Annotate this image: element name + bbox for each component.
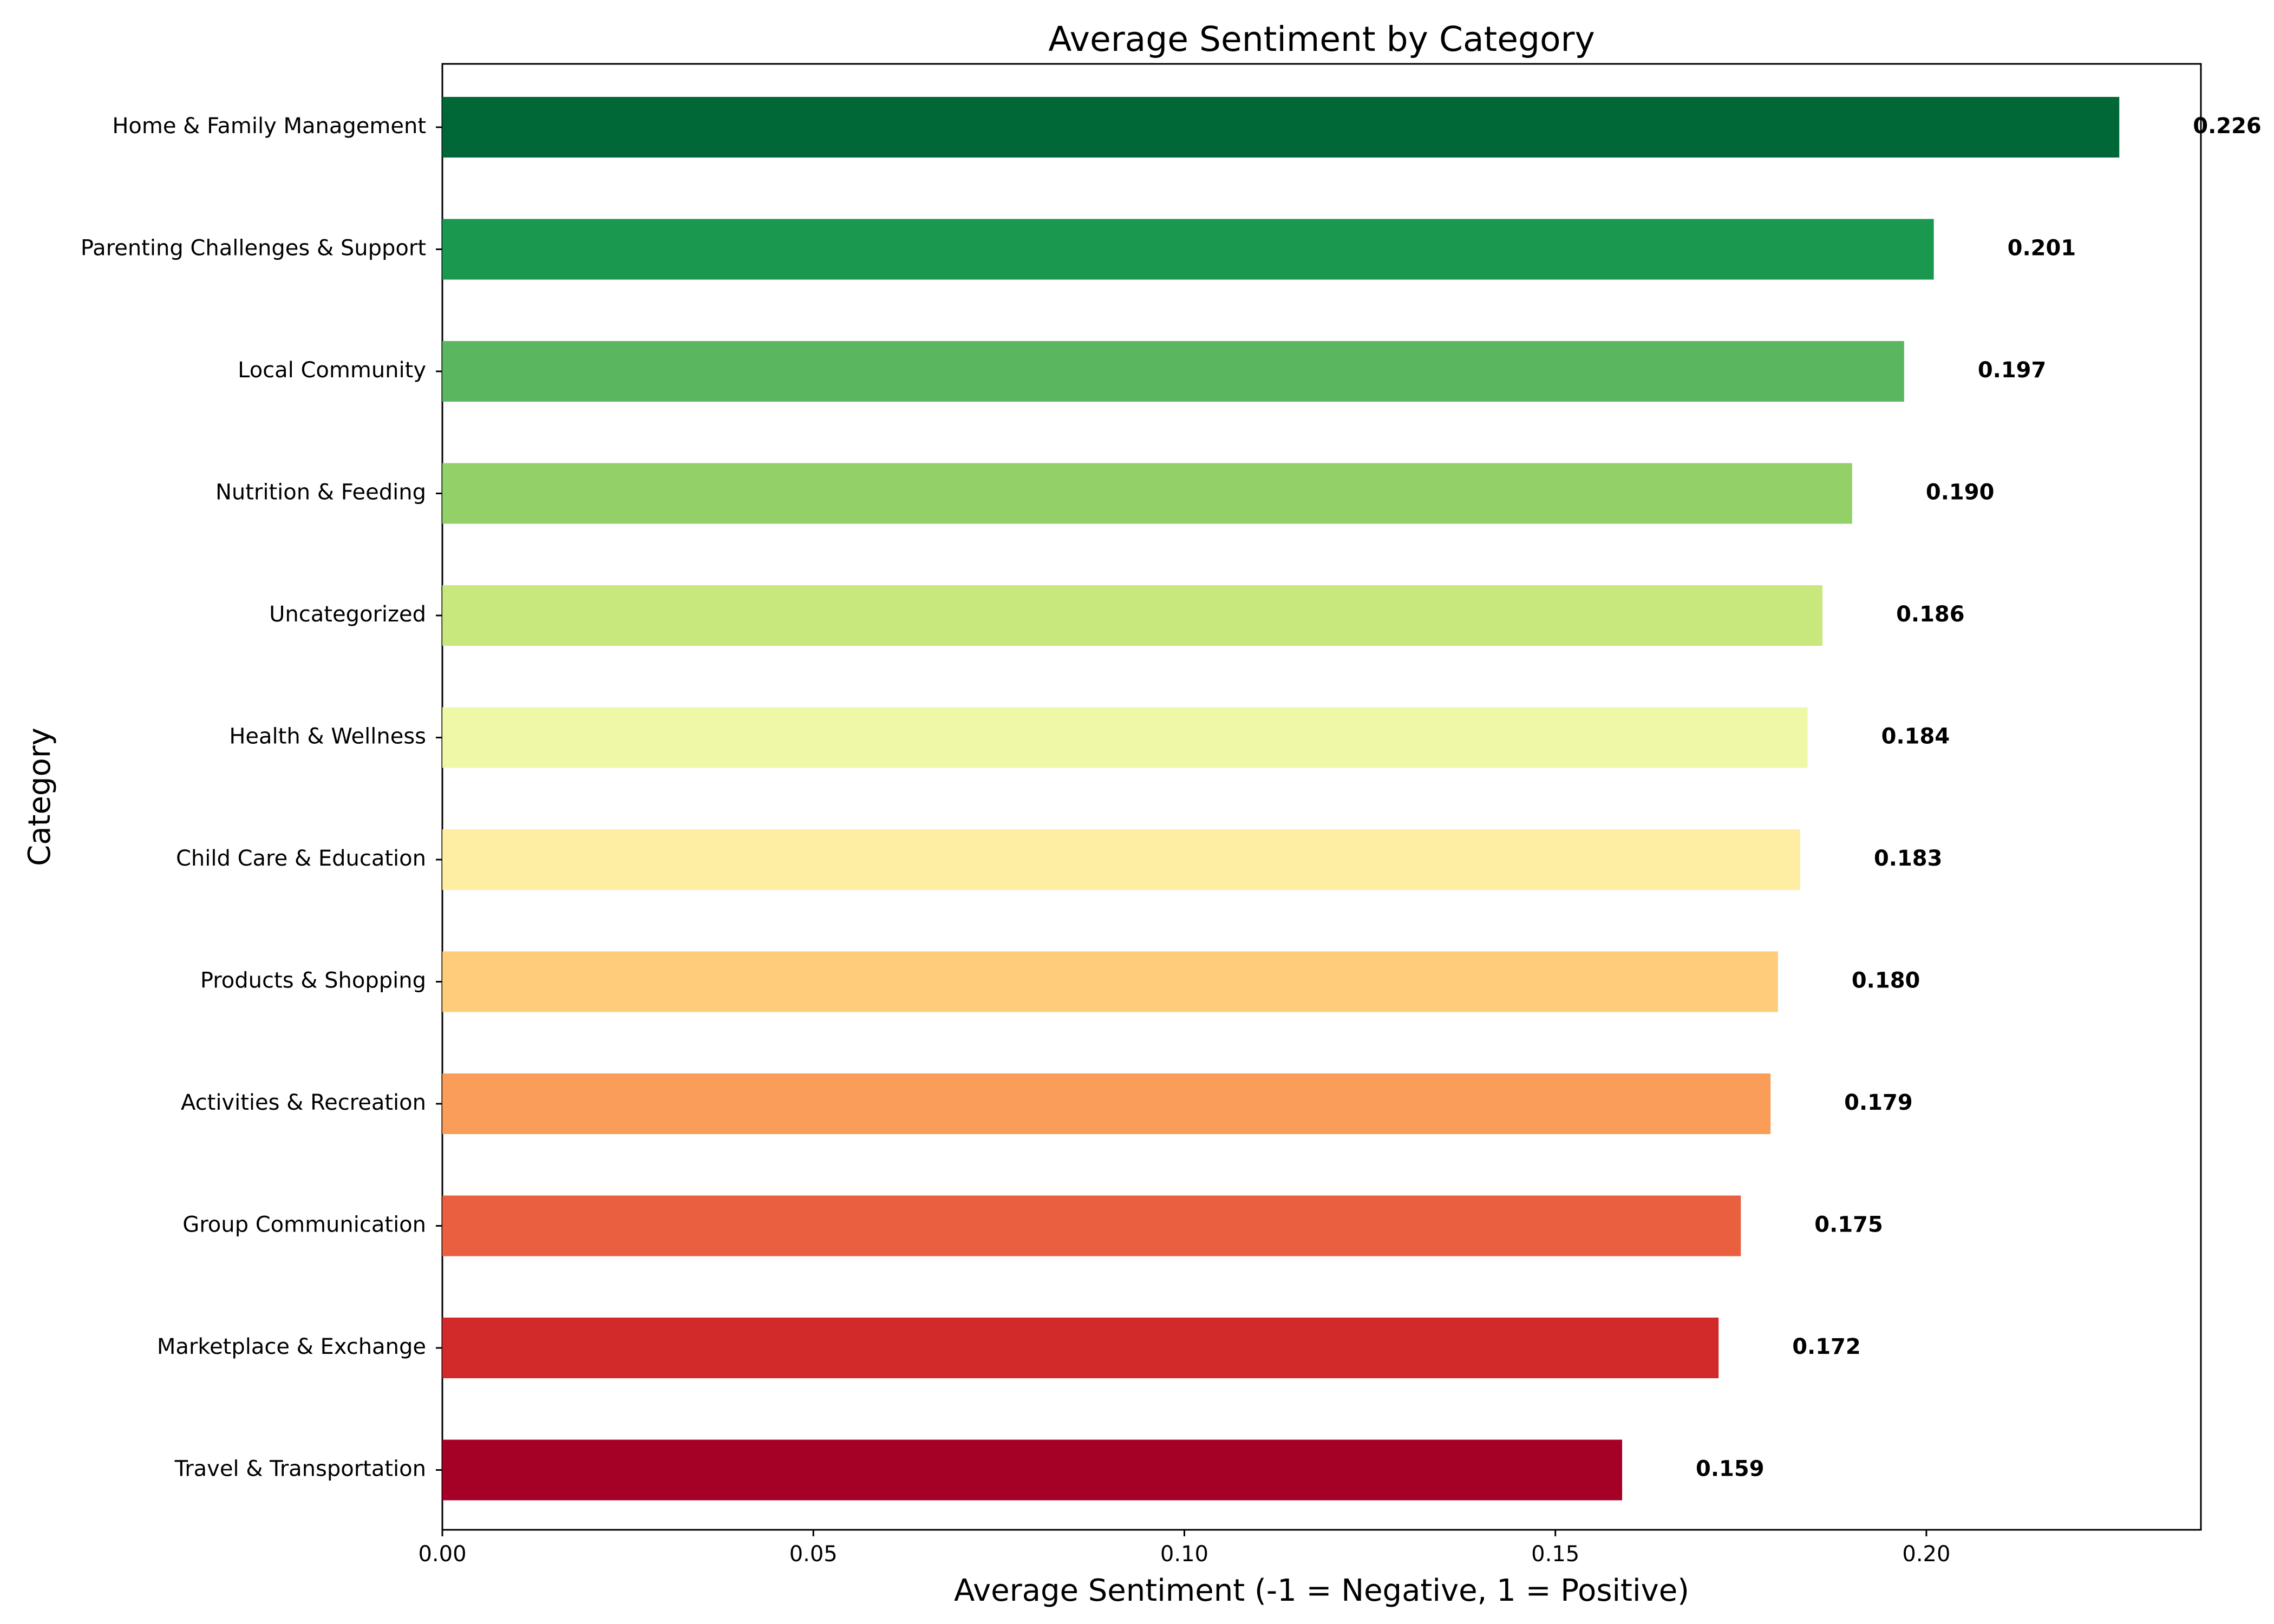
y-tick-label: Nutrition & Feeding	[215, 480, 426, 505]
bar	[442, 219, 1934, 280]
y-tick-label: Parenting Challenges & Support	[81, 236, 426, 261]
bar-value-label: 0.159	[1696, 1457, 1765, 1482]
bar-value-label: 0.183	[1874, 846, 1943, 871]
y-axis-label: Category	[22, 728, 57, 866]
bar	[442, 585, 1823, 646]
bar	[442, 1439, 1623, 1501]
bar	[442, 463, 1852, 524]
y-tick-label: Marketplace & Exchange	[157, 1334, 426, 1359]
bar	[442, 97, 2120, 158]
bar-value-label: 0.190	[1926, 480, 1995, 505]
y-tick-label: Travel & Transportation	[174, 1457, 426, 1482]
bars-layer	[442, 97, 2120, 1501]
bar-value-label: 0.184	[1881, 724, 1950, 749]
bar-value-label: 0.172	[1792, 1334, 1861, 1359]
x-axis: 0.00 0.05 0.10 0.15 0.20	[418, 1530, 1950, 1567]
bar	[442, 341, 1904, 402]
y-tick-label: Health & Wellness	[229, 724, 426, 749]
plot-area-frame	[441, 63, 2202, 1531]
y-tick-label: Home & Family Management	[112, 114, 426, 139]
x-tick-label: 0.10	[1160, 1542, 1208, 1567]
y-axis: Home & Family Management Parenting Challe…	[81, 114, 442, 1482]
bar	[442, 1073, 1771, 1134]
bar-value-label: 0.179	[1844, 1090, 1913, 1115]
y-tick-label: Group Communication	[182, 1213, 426, 1237]
y-tick-label: Child Care & Education	[176, 846, 426, 871]
y-tick-label: Activities & Recreation	[181, 1090, 426, 1115]
y-tick-label: Local Community	[238, 358, 426, 383]
x-tick-label: 0.15	[1531, 1542, 1579, 1567]
x-tick-label: 0.05	[789, 1542, 838, 1567]
chart-title: Average Sentiment by Category	[1048, 19, 1595, 59]
bar-value-label: 0.197	[1978, 358, 2047, 383]
bar	[442, 1195, 1741, 1256]
bar-value-label: 0.186	[1896, 602, 1965, 627]
bar	[442, 829, 1800, 890]
bar-value-label: 0.226	[2193, 114, 2262, 139]
value-labels-layer: 0.226 0.201 0.197 0.190 0.186 0.184 0.183 0.180…	[1696, 114, 2262, 1482]
y-tick-label: Uncategorized	[269, 602, 426, 627]
bar-value-label: 0.175	[1814, 1213, 1883, 1237]
x-axis-label: Average Sentiment (-1 = Negative, 1 = Po…	[954, 1573, 1689, 1608]
bar	[442, 1318, 1719, 1378]
x-tick-label: 0.20	[1902, 1542, 1950, 1567]
bar-value-label: 0.180	[1852, 968, 1920, 993]
bar	[442, 707, 1808, 768]
bar-value-label: 0.201	[2008, 236, 2076, 261]
x-tick-label: 0.00	[418, 1542, 466, 1567]
bar	[442, 951, 1778, 1012]
y-tick-label: Products & Shopping	[200, 968, 426, 993]
